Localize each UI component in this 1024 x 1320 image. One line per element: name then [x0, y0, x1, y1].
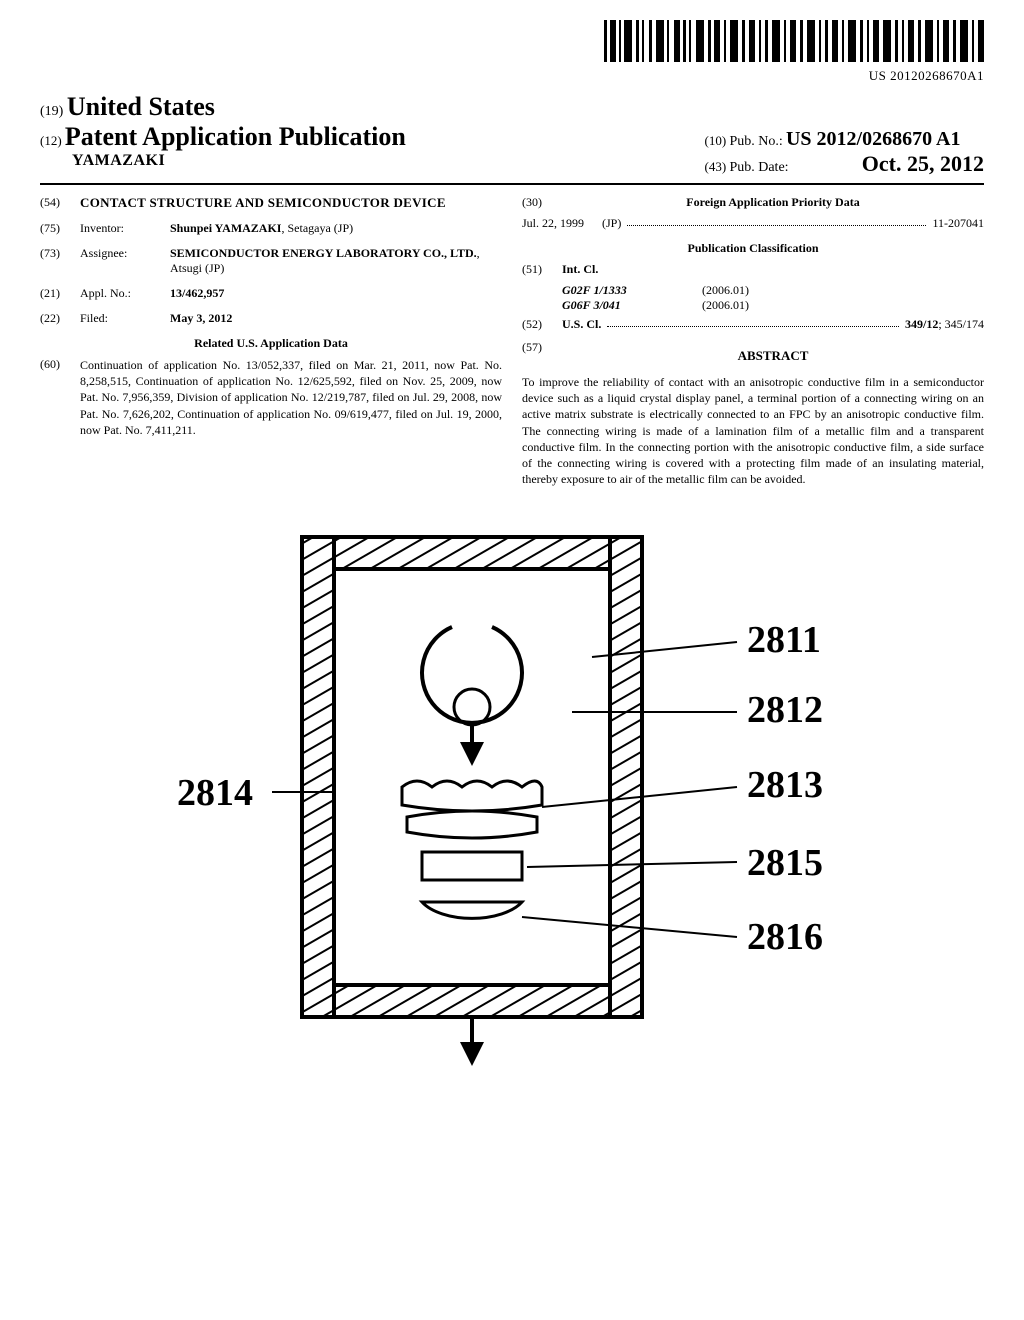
pub-num-label: Pub. No.:: [729, 134, 782, 149]
code-21: (21): [40, 286, 80, 301]
uscl-label: U.S. Cl.: [562, 317, 601, 332]
country-name: United States: [67, 92, 215, 121]
filed-label: Filed:: [80, 311, 170, 326]
label-2813: 2813: [747, 764, 823, 806]
label-2814: 2814: [177, 772, 253, 814]
pub-left: (12) Patent Application Publication YAMA…: [40, 122, 406, 170]
assignee-row: (73) Assignee: SEMICONDUCTOR ENERGY LABO…: [40, 246, 502, 276]
foreign-date: Jul. 22, 1999: [522, 216, 584, 231]
code-73: (73): [40, 246, 80, 276]
inventor-label: Inventor:: [80, 221, 170, 236]
patent-figure: 2811 2812 2813 2815 2816 2814: [122, 517, 902, 1077]
pub-date: Oct. 25, 2012: [862, 151, 984, 176]
code-75: (75): [40, 221, 80, 236]
foreign-priority-row: Jul. 22, 1999 (JP) 11-207041: [522, 216, 984, 231]
uscl-secondary: ; 345/174: [938, 317, 984, 332]
filed-value: May 3, 2012: [170, 311, 502, 326]
code-57: (57): [522, 340, 562, 368]
continuation-row: (60) Continuation of application No. 13/…: [40, 357, 502, 438]
figure-area: 2811 2812 2813 2815 2816 2814: [40, 517, 984, 1081]
pub-line: (12) Patent Application Publication YAMA…: [40, 122, 984, 177]
intcl-item-0: G02F 1/1333 (2006.01): [562, 283, 984, 298]
abstract-text: To improve the reliability of contact wi…: [522, 374, 984, 487]
right-column: (30) Foreign Application Priority Data J…: [522, 195, 984, 487]
code-51: (51): [522, 262, 562, 277]
label-2816: 2816: [747, 916, 823, 958]
intcl-code-1: G06F 3/041: [562, 298, 672, 313]
uscl-dots: [607, 317, 899, 327]
intcl-ver-1: (2006.01): [702, 298, 749, 313]
code-22: (22): [40, 311, 80, 326]
uscl-row: (52) U.S. Cl. 349/12; 345/174: [522, 317, 984, 332]
intcl-row: (51) Int. Cl.: [522, 262, 984, 277]
header-block: (19) United States (12) Patent Applicati…: [40, 92, 984, 177]
intcl-code-0: G02F 1/1333: [562, 283, 672, 298]
intcl-list: G02F 1/1333 (2006.01) G06F 3/041 (2006.0…: [562, 283, 984, 313]
code-19: (19): [40, 104, 63, 119]
barcode-text: US 20120268670A1: [604, 68, 984, 84]
intcl-item-1: G06F 3/041 (2006.01): [562, 298, 984, 313]
barcode: US 20120268670A1: [604, 20, 984, 84]
applno-label: Appl. No.:: [80, 286, 170, 301]
label-2812: 2812: [747, 689, 823, 731]
code-52: (52): [522, 317, 562, 332]
assignee-name: SEMICONDUCTOR ENERGY LABORATORY CO., LTD…: [170, 246, 477, 260]
title-row: (54) CONTACT STRUCTURE AND SEMICONDUCTOR…: [40, 195, 502, 211]
pub-right: (10) Pub. No.: US 2012/0268670 A1 (43) P…: [705, 128, 984, 177]
inventor-name: Shunpei YAMAZAKI: [170, 221, 281, 235]
pub-date-label: Pub. Date:: [729, 160, 788, 175]
pub-num: US 2012/0268670 A1: [786, 128, 960, 150]
barcode-region: US 20120268670A1: [40, 20, 984, 84]
title-value: CONTACT STRUCTURE AND SEMICONDUCTOR DEVI…: [80, 195, 502, 211]
applno-value: 13/462,957: [170, 286, 502, 301]
foreign-heading-row: (30) Foreign Application Priority Data: [522, 195, 984, 210]
label-2815: 2815: [747, 842, 823, 884]
foreign-country: (JP): [602, 216, 621, 231]
inventor-loc: , Setagaya (JP): [281, 221, 353, 235]
publication-type: Patent Application Publication: [65, 122, 406, 151]
classification-heading: Publication Classification: [522, 241, 984, 256]
intcl-label: Int. Cl.: [562, 262, 598, 277]
left-column: (54) CONTACT STRUCTURE AND SEMICONDUCTOR…: [40, 195, 502, 487]
assignee-value: SEMICONDUCTOR ENERGY LABORATORY CO., LTD…: [170, 246, 502, 276]
code-30: (30): [522, 195, 562, 210]
foreign-dots: [627, 216, 926, 226]
code-43: (43): [705, 159, 727, 174]
assignee-label: Assignee:: [80, 246, 170, 276]
filed-row: (22) Filed: May 3, 2012: [40, 311, 502, 326]
inventor-row: (75) Inventor: Shunpei YAMAZAKI, Setagay…: [40, 221, 502, 236]
code-10: (10): [705, 133, 727, 148]
foreign-appno: 11-207041: [932, 216, 984, 231]
biblio-columns: (54) CONTACT STRUCTURE AND SEMICONDUCTOR…: [40, 195, 984, 487]
applno-row: (21) Appl. No.: 13/462,957: [40, 286, 502, 301]
abstract-heading: ABSTRACT: [562, 348, 984, 364]
barcode-svg: [604, 20, 984, 62]
code-60: (60): [40, 357, 80, 438]
header-rule: [40, 183, 984, 185]
continuation-text: Continuation of application No. 13/052,3…: [80, 357, 502, 438]
code-54: (54): [40, 195, 80, 211]
related-heading: Related U.S. Application Data: [40, 336, 502, 351]
inventor-value: Shunpei YAMAZAKI, Setagaya (JP): [170, 221, 502, 236]
label-2811: 2811: [747, 619, 821, 661]
uscl-primary: 349/12: [905, 317, 938, 332]
country-line: (19) United States: [40, 92, 984, 122]
code-12: (12): [40, 133, 62, 148]
intcl-ver-0: (2006.01): [702, 283, 749, 298]
inventor-header: YAMAZAKI: [72, 152, 406, 170]
abstract-heading-row: (57) ABSTRACT: [522, 340, 984, 368]
foreign-heading: Foreign Application Priority Data: [562, 195, 984, 210]
